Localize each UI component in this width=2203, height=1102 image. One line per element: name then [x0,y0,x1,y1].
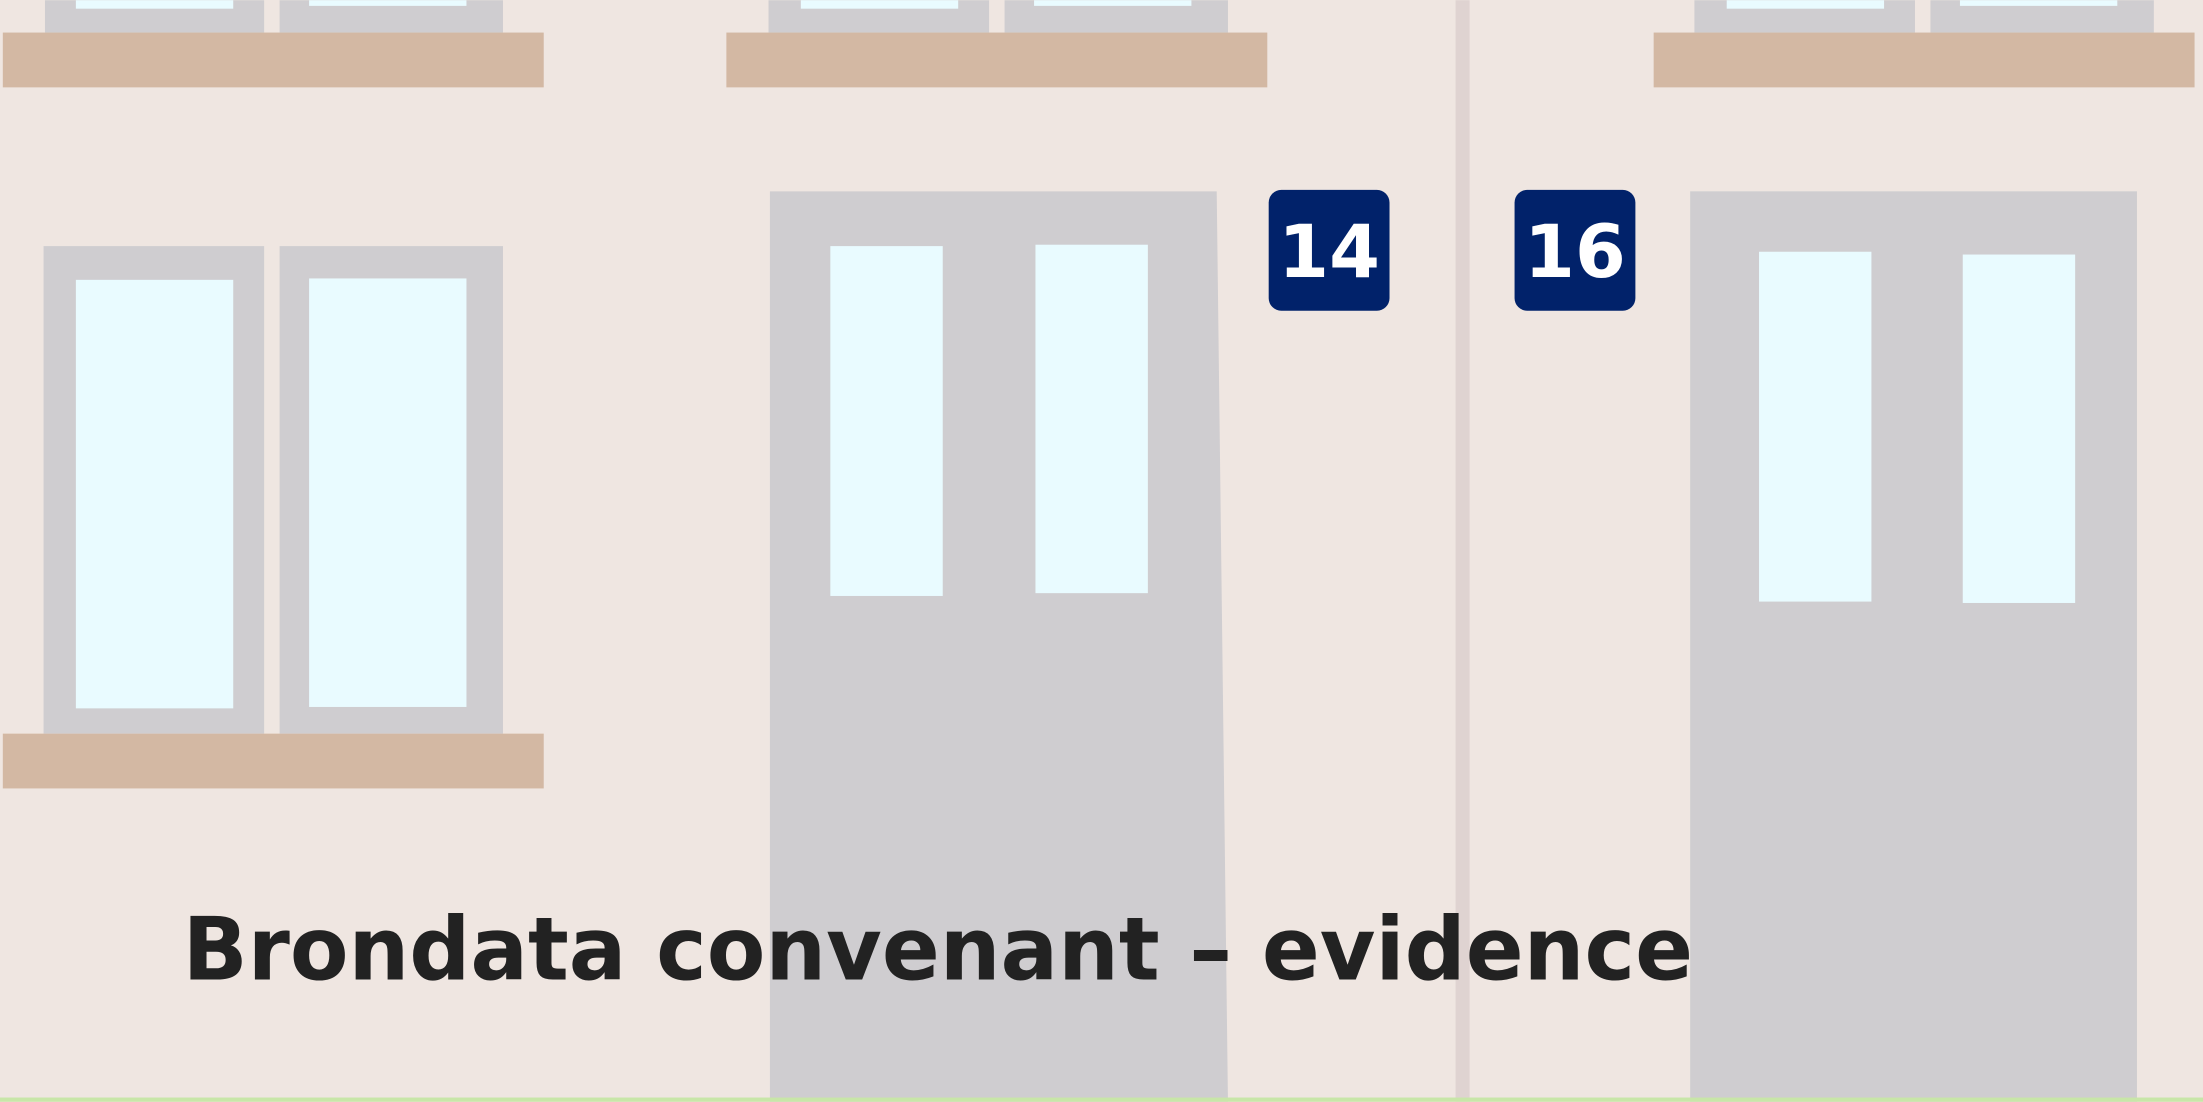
ground-line [0,1098,2203,1102]
facade-scene: 14 16 Brondata convenant – evidence [0,0,2203,1102]
house-number: 16 [1524,210,1626,295]
caption: Brondata convenant – evidence [183,899,1693,1001]
door [1690,191,2137,1101]
house-number: 14 [1278,210,1380,295]
page: 14 16 Brondata convenant – evidence (() … [0,0,2203,1102]
